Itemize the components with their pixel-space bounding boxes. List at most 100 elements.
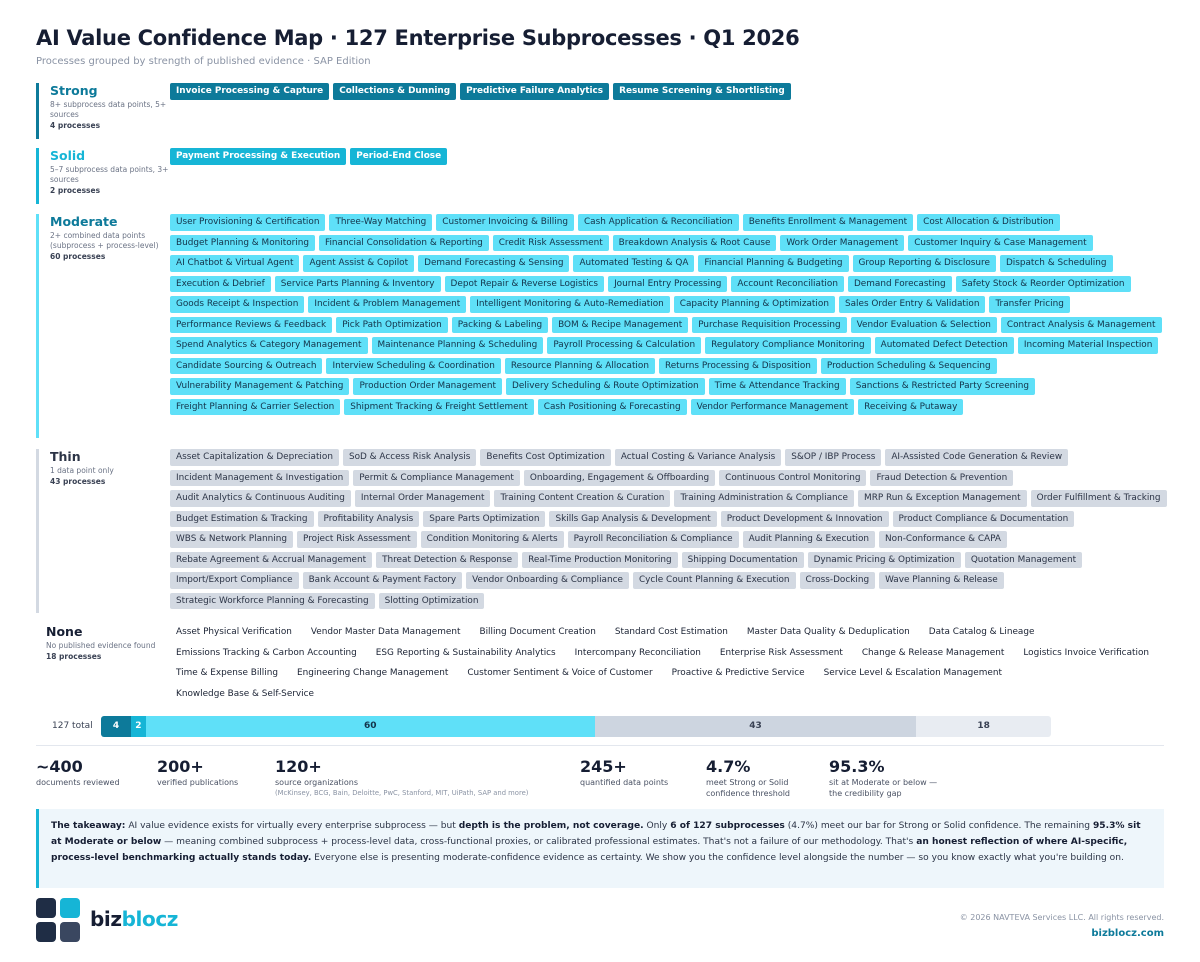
tier-moderate-name: Moderate (50, 214, 118, 229)
stat-moderate-below: 95.3% sit at Moderate or below — the cre… (829, 757, 937, 799)
process-chip: Resume Screening & Shortlisting (613, 83, 791, 100)
process-chip: Automated Testing & QA (573, 255, 695, 272)
process-chip: Goods Receipt & Inspection (170, 296, 305, 313)
process-chip: Change & Release Management (861, 647, 1005, 658)
process-chip: Predictive Failure Analytics (460, 83, 610, 100)
tier-solid: Solid 5–7 subprocess data points, 3+ sou… (36, 148, 1164, 204)
process-chip: Vulnerability Management & Patching (170, 378, 350, 395)
process-chip: Freight Planning & Carrier Selection (170, 398, 341, 415)
process-chip: Pick Path Optimization (336, 316, 448, 333)
process-chip: MRP Run & Exception Management (858, 490, 1027, 507)
tier-moderate-chips: User Provisioning & Certification Three-W… (170, 214, 1170, 415)
process-chip: Onboarding, Engagement & Offboarding (523, 469, 716, 486)
process-chip: Group Reporting & Disclosure (852, 255, 996, 272)
process-chip: Intelligent Monitoring & Auto-Remediatio… (470, 296, 670, 313)
tier-thin-name: Thin (50, 449, 81, 464)
stat-data-points: 245+ quantified data points (580, 757, 668, 788)
process-chip: Receiving & Putaway (858, 398, 964, 415)
process-chip: Production Scheduling & Sequencing (820, 357, 997, 374)
stat-value: 95.3% (829, 757, 885, 776)
stat-publications: 200+ verified publications (157, 757, 238, 788)
distribution-segment-solid: 2 (130, 716, 146, 737)
brand-part: biz (90, 907, 122, 931)
process-chip: Permit & Compliance Management (353, 469, 520, 486)
process-chip: Incident & Problem Management (308, 296, 467, 313)
process-chip: Interview Scheduling & Coordination (326, 357, 501, 374)
process-chip: Quotation Management (964, 551, 1083, 568)
process-chip: Invoice Processing & Capture (170, 83, 330, 100)
process-chip: Project Risk Assessment (297, 531, 417, 548)
tier-none-chips: Asset Physical Verification Vendor Master… (170, 624, 1170, 702)
stat-strong-solid: 4.7% meet Strong or Solid confidence thr… (706, 757, 790, 799)
tier-moderate-bar (36, 214, 39, 438)
process-chip: S&OP / IBP Process (785, 449, 882, 466)
distribution-segment-moderate: 60 (145, 716, 595, 737)
process-chip: Audit Planning & Execution (742, 531, 876, 548)
tier-strong-desc: 8+ subprocess data points, 5+ sources (50, 100, 167, 119)
distribution-segment-strong: 4 (101, 716, 131, 737)
process-chip: Standard Cost Estimation (614, 627, 728, 637)
tier-strong: Strong 8+ subprocess data points, 5+ sou… (36, 83, 1164, 139)
stat-label-2: confidence threshold (706, 789, 791, 798)
process-chip: Benefits Enrollment & Management (742, 214, 914, 231)
logo-block-icon (36, 898, 56, 918)
tier-solid-count: 2 processes (50, 186, 101, 195)
website-link[interactable]: bizblocz.com (1091, 928, 1164, 939)
process-chip: Safety Stock & Reorder Optimization (955, 275, 1131, 292)
process-chip: Training Administration & Compliance (674, 490, 855, 507)
tier-thin-desc: 1 data point only (50, 466, 114, 475)
process-chip: Three-Way Matching (329, 214, 433, 231)
process-chip: Internal Order Management (354, 490, 491, 507)
process-chip: Knowledge Base & Self-Service (176, 688, 314, 699)
stat-value: 245+ (580, 757, 627, 776)
process-chip: Intercompany Reconciliation (574, 647, 701, 658)
takeaway-text: (4.7%) meet our bar for Strong or Solid … (784, 821, 1093, 831)
process-chip: Condition Monitoring & Alerts (420, 531, 564, 548)
process-chip: Product Compliance & Documentation (892, 510, 1075, 527)
process-chip: Incident Management & Investigation (170, 469, 350, 486)
process-chip: Vendor Performance Management (690, 398, 855, 415)
distribution-segment-none: 18 (916, 716, 1051, 737)
divider (36, 745, 1164, 746)
process-chip: Spend Analytics & Category Management (170, 337, 368, 354)
brand-wordmark: bizblocz (90, 907, 178, 931)
tier-solid-meta: Solid 5–7 subprocess data points, 3+ sou… (50, 148, 172, 196)
process-chip: Bank Account & Payment Factory (302, 572, 463, 589)
process-chip: Time & Expense Billing (176, 668, 278, 678)
process-chip: Credit Risk Assessment (492, 234, 609, 251)
takeaway-text: AI value evidence exists for virtually e… (125, 821, 459, 831)
tier-thin-bar (36, 449, 39, 613)
process-chip: Asset Physical Verification (176, 627, 292, 637)
takeaway-bold: 6 of 127 subprocesses (670, 821, 785, 831)
process-chip: Purchase Requisition Processing (692, 316, 847, 333)
process-chip: Automated Defect Detection (874, 337, 1014, 354)
page-subtitle: Processes grouped by strength of publish… (36, 56, 371, 67)
process-chip: AI Chatbot & Virtual Agent (170, 255, 300, 272)
process-chip: Financial Planning & Budgeting (698, 255, 849, 272)
logo-block-icon (60, 922, 80, 942)
process-chip: Rebate Agreement & Accrual Management (170, 551, 373, 568)
process-chip: Threat Detection & Response (376, 551, 519, 568)
stat-label: source organizations (275, 778, 359, 787)
process-chip: Real-Time Production Monitoring (522, 551, 678, 568)
tier-thin: Thin 1 data point only 43 processes Asse… (36, 449, 1167, 613)
process-chip: Dispatch & Scheduling (999, 255, 1113, 272)
process-chip: Customer Inquiry & Case Management (908, 234, 1093, 251)
process-chip: Resource Planning & Allocation (504, 357, 655, 374)
process-chip: Payroll Processing & Calculation (547, 337, 702, 354)
process-chip: User Provisioning & Certification (170, 214, 326, 231)
tier-solid-desc: 5–7 subprocess data points, 3+ sources (50, 165, 169, 184)
process-chip: Profitability Analysis (317, 510, 420, 527)
process-chip: Payment Processing & Execution (170, 148, 347, 165)
tier-strong-bar (36, 83, 39, 139)
process-chip: Regulatory Compliance Monitoring (705, 337, 871, 354)
process-chip: Vendor Evaluation & Selection (850, 316, 997, 333)
process-chip: WBS & Network Planning (170, 531, 294, 548)
process-chip: Strategic Workforce Planning & Forecasti… (170, 592, 375, 609)
process-chip: BOM & Recipe Management (552, 316, 689, 333)
tier-strong-name: Strong (50, 83, 98, 98)
tier-none-meta: None No published evidence found 18 proc… (46, 624, 168, 662)
process-chip: AI-Assisted Code Generation & Review (885, 449, 1069, 466)
process-chip: Account Reconciliation (731, 275, 844, 292)
process-chip: Audit Analytics & Continuous Auditing (170, 490, 351, 507)
